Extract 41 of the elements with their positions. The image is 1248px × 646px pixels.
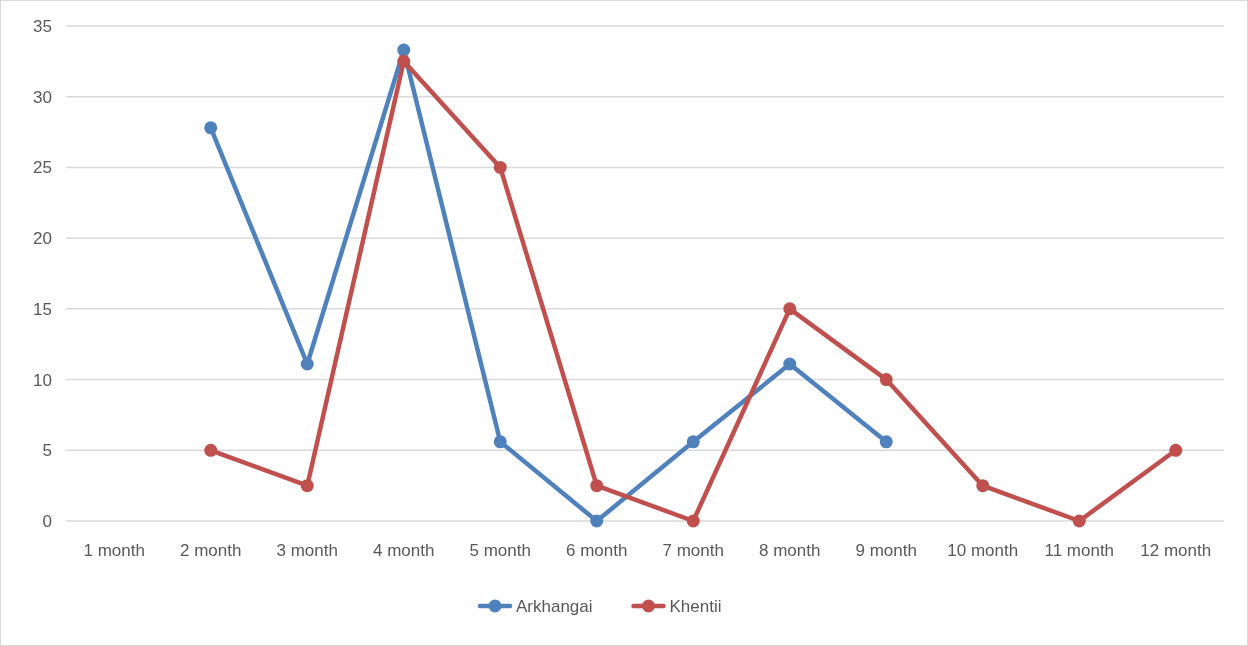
x-tick-label: 4 month: [373, 541, 435, 560]
point: [300, 479, 314, 493]
point: [1072, 514, 1086, 528]
x-tick-label: 9 month: [855, 541, 917, 560]
point: [493, 160, 507, 174]
x-tick-label: 3 month: [276, 541, 338, 560]
x-tick-label: 6 month: [566, 541, 628, 560]
legend-label: Khentii: [669, 596, 722, 616]
y-tick-label: 10: [33, 370, 52, 390]
legend-label: Arkhangai: [516, 596, 593, 616]
point: [204, 121, 218, 135]
y-tick-label: 20: [33, 229, 52, 249]
point: [976, 479, 990, 493]
x-tick-label: 2 month: [180, 541, 242, 560]
point: [783, 357, 797, 371]
y-tick-label: 35: [33, 16, 52, 36]
point: [204, 443, 218, 457]
point: [686, 514, 700, 528]
point: [493, 435, 507, 449]
x-tick-label: 11 month: [1044, 541, 1115, 560]
point: [397, 43, 411, 57]
y-tick-label: 0: [42, 511, 52, 531]
y-tick-label: 25: [33, 158, 52, 178]
x-tick-label: 1 month: [83, 541, 145, 560]
x-tick-label: 5 month: [469, 541, 531, 560]
x-tick-label: 7 month: [662, 541, 724, 560]
x-tick-label: 10 month: [947, 541, 1019, 560]
point: [397, 54, 411, 68]
x-tick-label: 8 month: [759, 541, 821, 560]
x-tick-label: 12 month: [1140, 541, 1212, 560]
y-tick-label: 15: [33, 299, 52, 319]
point: [879, 435, 893, 449]
point: [300, 357, 314, 371]
point: [590, 514, 604, 528]
point: [686, 435, 700, 449]
point: [1169, 443, 1183, 457]
y-tick-label: 30: [33, 87, 52, 107]
point: [590, 479, 604, 493]
y-tick-label: 5: [42, 441, 52, 461]
point: [783, 302, 797, 316]
point: [879, 373, 893, 387]
